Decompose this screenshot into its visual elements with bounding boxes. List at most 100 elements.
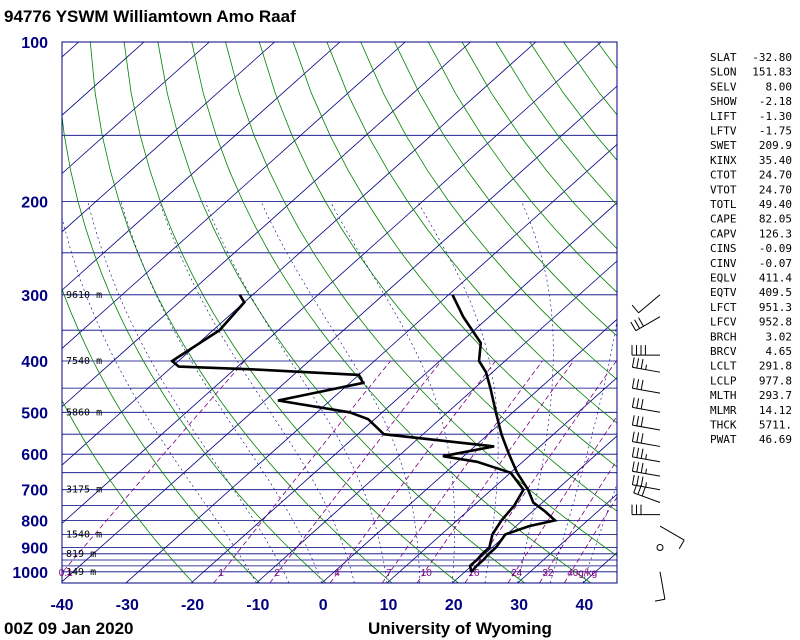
isotherm-line — [452, 435, 617, 583]
isotherm-line — [62, 42, 210, 175]
pressure-tick-label: 200 — [21, 194, 48, 211]
pressure-tick-label: 300 — [21, 288, 48, 305]
moist-adiabat-line — [417, 201, 499, 583]
dry-adiabat-line — [62, 287, 260, 583]
footer-source: University of Wyoming — [368, 619, 552, 638]
wind-barb — [631, 415, 661, 431]
index-name: EQLV — [710, 272, 737, 285]
index-value: 4.65 — [766, 345, 793, 358]
wind-barb — [631, 357, 661, 373]
temperature-tick-label: 30 — [510, 597, 528, 614]
wind-barb — [630, 316, 661, 332]
moist-adiabat-line — [120, 201, 322, 583]
dry-adiabat-line — [62, 399, 194, 583]
dry-adiabat-line — [191, 42, 592, 583]
dry-adiabat-line — [326, 42, 617, 424]
index-value: 411.4 — [759, 272, 792, 285]
isotherm-line — [62, 85, 617, 583]
index-value: 5711. — [759, 419, 792, 432]
wind-barb — [631, 447, 661, 463]
mixing-ratio-label: 1 — [218, 568, 224, 579]
isotherm-line — [62, 42, 406, 349]
index-value: -1.30 — [759, 110, 792, 123]
wind-barb — [659, 525, 685, 550]
index-name: LCLP — [710, 374, 737, 387]
footer-date: 00Z 09 Jan 2020 — [4, 619, 133, 638]
index-name: SHOW — [710, 95, 737, 108]
isotherm-line — [62, 42, 341, 291]
mixing-ratio-label: 4 — [334, 568, 340, 579]
index-value: -2.18 — [759, 95, 792, 108]
index-name: LFCV — [710, 316, 737, 329]
isotherm-line — [62, 42, 537, 466]
index-name: LIFT — [710, 110, 737, 123]
index-value: -32.80 — [752, 51, 792, 64]
temperature-tick-label: 40 — [576, 597, 594, 614]
index-name: CTOT — [710, 169, 737, 182]
index-value: 977.8 — [759, 374, 792, 387]
mixing-ratio-label: 16 — [468, 568, 480, 579]
index-name: LCLT — [710, 360, 737, 373]
wind-barb — [631, 461, 661, 477]
index-value: 126.3 — [759, 227, 792, 240]
isotherm-line — [256, 260, 617, 583]
index-value: 82.05 — [759, 213, 792, 226]
index-value: 14.12 — [759, 404, 792, 417]
mixing-ratio-label: 2 — [274, 568, 280, 579]
pressure-tick-label: 100 — [21, 35, 48, 52]
pressure-tick-label: 500 — [21, 405, 48, 422]
pressure-tick-label: 800 — [21, 513, 48, 530]
height-labels: 9610 m 7540 m 5860 m 3175 m 1540 m 819 m 149 m — [66, 290, 102, 578]
index-name: MLMR — [710, 404, 737, 417]
temperature-tick-label: -20 — [181, 597, 204, 614]
height-label: 1540 m — [66, 529, 102, 540]
mixing-ratio-line — [329, 360, 496, 583]
wind-barbs — [630, 294, 685, 602]
temperature-line — [451, 294, 558, 573]
mixing-ratio-line — [213, 360, 391, 583]
temperature-tick-label: 10 — [380, 597, 398, 614]
temperature-tick-label: -10 — [246, 597, 269, 614]
index-name: KINX — [710, 154, 737, 167]
index-name: CAPV — [710, 227, 737, 240]
temperature-tick-label: 0 — [319, 597, 328, 614]
temperature-tick-label: -40 — [50, 597, 73, 614]
index-name: MLTH — [710, 389, 737, 402]
mixing-ratio-line — [416, 360, 574, 583]
mixing-ratio-label: 10 — [421, 568, 433, 579]
index-name: SLON — [710, 66, 737, 79]
index-value: 209.9 — [759, 139, 792, 152]
dry-adiabat-line — [427, 42, 617, 294]
index-name: THCK — [710, 419, 737, 432]
moist-adiabat-line — [517, 201, 554, 583]
dry-adiabat-line — [461, 42, 617, 250]
wind-barb — [631, 397, 661, 413]
temperature-tick-label: -30 — [116, 597, 139, 614]
wind-barb — [631, 431, 661, 447]
pressure-tick-label: 1000 — [12, 565, 48, 582]
moist-adiabat-line — [204, 201, 388, 583]
height-label: 3175 m — [66, 485, 102, 496]
pressure-tick-label: 400 — [21, 354, 48, 371]
index-value: 151.83 — [752, 66, 792, 79]
index-value: 3.02 — [766, 330, 793, 343]
index-name: TOTL — [710, 198, 737, 211]
index-value: 46.69 — [759, 433, 792, 446]
moist-adiabat-line — [62, 216, 257, 583]
chart-title: 94776 YSWM Williamtown Amo Raaf — [4, 7, 296, 26]
height-label: 149 m — [66, 567, 96, 578]
height-label: 9610 m — [66, 290, 102, 301]
plot-frame — [61, 41, 618, 584]
isotherm-line — [321, 318, 617, 583]
index-value: -0.07 — [759, 257, 792, 270]
index-name: BRCV — [710, 345, 737, 358]
index-value: 8.00 — [766, 80, 793, 93]
grid-lines — [62, 42, 617, 583]
moist-adiabat-line — [550, 318, 617, 583]
height-label: 5860 m — [66, 407, 102, 418]
mixing-ratio-line — [464, 360, 617, 583]
moist-adiabat-line — [330, 201, 455, 583]
pressure-tick-label: 700 — [21, 483, 48, 500]
index-name: SLAT — [710, 51, 737, 64]
mixing-ratio-label: 7 — [386, 568, 392, 579]
